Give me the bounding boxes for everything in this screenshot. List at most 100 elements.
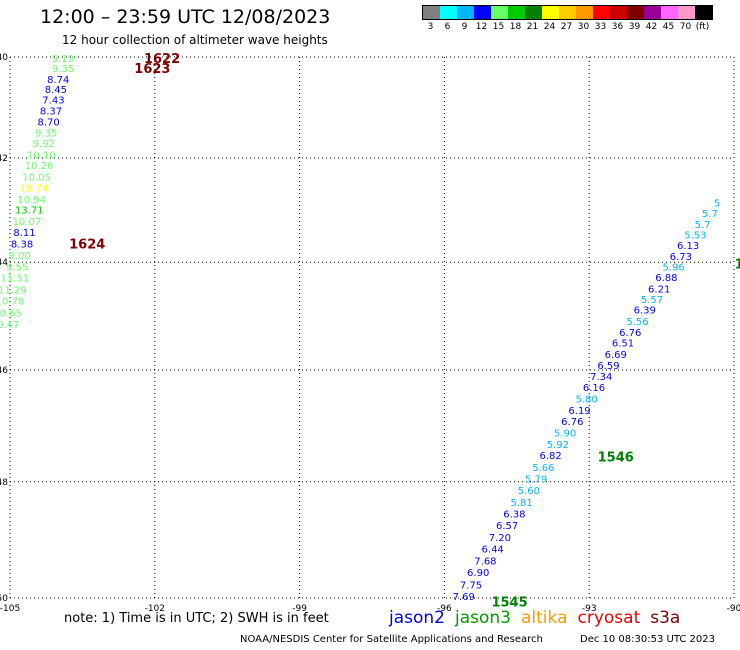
swh-value-west: 7.43 bbox=[42, 96, 64, 107]
swh-value-west: 10.05 bbox=[22, 173, 51, 184]
swh-value-east: 6.90 bbox=[467, 568, 489, 579]
swh-value-east: 5.92 bbox=[547, 440, 569, 451]
footer-note: note: 1) Time is in UTC; 2) SWH is in fe… bbox=[64, 611, 329, 626]
x-tick-label: -102 bbox=[145, 604, 165, 614]
swh-value-east: 6.59 bbox=[597, 361, 619, 372]
legend-swatch bbox=[457, 6, 474, 19]
legend-label: 18 bbox=[509, 22, 522, 32]
swh-value-east: 7.68 bbox=[474, 556, 496, 567]
swh-value-east: 5.7 bbox=[702, 209, 718, 220]
legend-swatch bbox=[542, 6, 559, 19]
legend-labels: 3 6 9 12 15 18 21 24 27 30 33 36 39 42 45 70 (ft) bbox=[422, 22, 713, 32]
swh-value-east: 6.57 bbox=[496, 521, 518, 532]
y-tick-label: -46 bbox=[0, 366, 8, 376]
legend-swatches bbox=[422, 5, 713, 20]
legend-swatch bbox=[610, 6, 627, 19]
color-legend: 3 6 9 12 15 18 21 24 27 30 33 36 39 42 45 70 (ft) bbox=[422, 5, 713, 32]
swh-value-west: 8.11 bbox=[13, 228, 35, 239]
swh-value-east: 5.80 bbox=[576, 395, 598, 406]
legend-label: 3 bbox=[427, 22, 434, 32]
x-tick-label: -105 bbox=[0, 604, 20, 614]
swh-value-east: 5.66 bbox=[532, 463, 554, 474]
legend-swatch bbox=[661, 6, 678, 19]
legend-label: 12 bbox=[475, 22, 488, 32]
swh-value-west: 8.70 bbox=[37, 117, 59, 128]
legend-swatch bbox=[525, 6, 542, 19]
swh-value-east: 5.53 bbox=[684, 230, 706, 241]
legend-swatch bbox=[576, 6, 593, 19]
satellite-cryosat: cryosat bbox=[577, 608, 641, 628]
pass-time-label: 1624 bbox=[69, 238, 105, 253]
legend-swatch bbox=[678, 6, 695, 19]
swh-value-east: 5.56 bbox=[626, 317, 648, 328]
legend-label: 33 bbox=[594, 22, 607, 32]
swh-value-west: 10.65 bbox=[0, 308, 22, 319]
legend-swatch bbox=[474, 6, 491, 19]
swh-value-east: 6.39 bbox=[634, 306, 656, 317]
swh-value-east: 5.81 bbox=[510, 498, 532, 509]
satellite-altika: altika bbox=[521, 608, 568, 628]
swh-value-east: 6.76 bbox=[561, 417, 583, 428]
legend-label: 27 bbox=[560, 22, 573, 32]
swh-value-east: 6.21 bbox=[648, 284, 670, 295]
pass-time-label: 15 bbox=[735, 257, 740, 272]
swh-value-east: 5.60 bbox=[518, 486, 540, 497]
swh-value-east: 6.19 bbox=[568, 406, 590, 417]
swh-value-east: 6.13 bbox=[677, 241, 699, 252]
swh-value-east: 7.69 bbox=[453, 592, 475, 603]
swh-value-east: 6.38 bbox=[503, 509, 525, 520]
generated-timestamp: Dec 10 08:30:53 UTC 2023 bbox=[580, 634, 715, 645]
swh-value-east: 5 bbox=[714, 198, 720, 209]
x-tick-label: -90 bbox=[727, 604, 740, 614]
swh-value-west: 9.92 bbox=[33, 139, 55, 150]
swh-value-west: 18.74 bbox=[20, 183, 49, 194]
swh-value-west: 9.19 bbox=[52, 54, 74, 65]
legend-label: 21 bbox=[526, 22, 539, 32]
x-tick-label: -93 bbox=[582, 604, 597, 614]
y-tick-label: -50 bbox=[0, 594, 8, 604]
swh-value-west: 11.29 bbox=[0, 285, 27, 296]
y-tick-label: -42 bbox=[0, 154, 8, 164]
swh-value-west: 8.38 bbox=[11, 240, 33, 251]
y-tick-label: -48 bbox=[0, 478, 8, 488]
pass-time-label: 1623 bbox=[134, 62, 170, 77]
satellite-legend: jason2 jason3 altika cryosat s3a bbox=[389, 608, 690, 628]
swh-value-east: 5.96 bbox=[663, 262, 685, 273]
swh-value-east: 6.73 bbox=[670, 252, 692, 263]
legend-swatch bbox=[491, 6, 508, 19]
satellite-jason3: jason3 bbox=[455, 608, 511, 628]
swh-value-west: 10.47 bbox=[0, 320, 19, 331]
swh-value-west: 8.74 bbox=[47, 75, 69, 86]
legend-label: 30 bbox=[577, 22, 590, 32]
swh-value-east: 6.76 bbox=[619, 328, 641, 339]
swh-value-west: 9.55 bbox=[6, 262, 28, 273]
swh-value-east: 7.75 bbox=[460, 580, 482, 591]
legend-label: 24 bbox=[543, 22, 556, 32]
x-tick-label: -99 bbox=[292, 604, 307, 614]
legend-label: 15 bbox=[492, 22, 505, 32]
pass-time-label: 1545 bbox=[491, 596, 527, 611]
legend-swatch bbox=[440, 6, 457, 19]
map-subtitle: 12 hour collection of altimeter wave hei… bbox=[62, 33, 328, 47]
legend-swatch bbox=[644, 6, 661, 19]
swh-value-west: 9.00 bbox=[9, 251, 31, 262]
swh-value-east: 5.7 bbox=[695, 220, 711, 231]
legend-label: 70 bbox=[679, 22, 692, 32]
legend-label: (ft) bbox=[695, 22, 710, 32]
legend-swatch bbox=[695, 6, 712, 19]
swh-value-west: 10.26 bbox=[25, 161, 54, 172]
swh-value-east: 6.82 bbox=[539, 451, 561, 462]
swh-value-west: 9.35 bbox=[52, 64, 74, 75]
swh-value-east: 7.20 bbox=[489, 533, 511, 544]
swh-value-west: 11.51 bbox=[1, 274, 30, 285]
swh-value-west: 8.37 bbox=[40, 107, 62, 118]
legend-swatch bbox=[627, 6, 644, 19]
swh-value-east: 6.88 bbox=[655, 273, 677, 284]
swh-value-west: 13.71 bbox=[15, 206, 44, 217]
swh-value-east: 7.34 bbox=[590, 372, 612, 383]
legend-label: 6 bbox=[444, 22, 451, 32]
swh-value-east: 6.69 bbox=[605, 350, 627, 361]
legend-label: 42 bbox=[645, 22, 658, 32]
y-tick-label: -40 bbox=[0, 53, 8, 63]
